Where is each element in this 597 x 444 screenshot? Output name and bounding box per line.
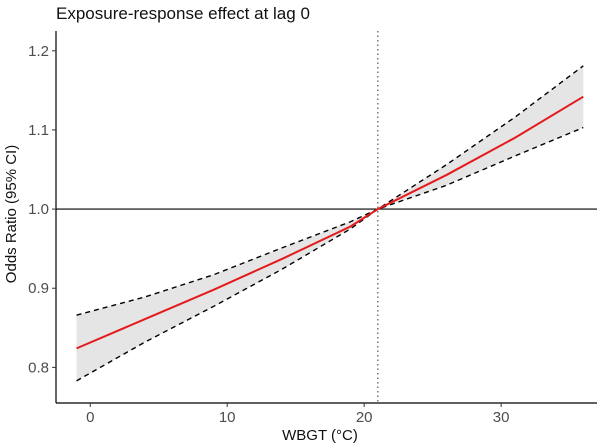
ci-upper-line bbox=[76, 65, 584, 316]
chart-title: Exposure-response effect at lag 0 bbox=[56, 4, 310, 23]
x-tick-label: 20 bbox=[356, 409, 373, 426]
ci-band bbox=[76, 65, 584, 381]
x-tick-label: 10 bbox=[219, 409, 236, 426]
y-axis-title: Odds Ratio (95% CI) bbox=[3, 145, 20, 283]
odds-ratio-line bbox=[76, 95, 584, 350]
axes: 0 10 20 30 0.8 0.9 1.0 1.1 1.2 bbox=[28, 31, 597, 426]
y-tick-label: 1.1 bbox=[28, 122, 49, 139]
y-tick-label: 1.2 bbox=[28, 43, 49, 60]
y-tick-label: 1.0 bbox=[28, 201, 49, 218]
plot-area bbox=[56, 31, 597, 403]
y-tick-label: 0.8 bbox=[28, 359, 49, 376]
y-tick-label: 0.9 bbox=[28, 280, 49, 297]
x-axis-title: WBGT (°C) bbox=[282, 427, 358, 444]
x-tick-label: 0 bbox=[86, 409, 94, 426]
x-tick-label: 30 bbox=[493, 409, 510, 426]
ci-lower-line bbox=[76, 126, 584, 382]
